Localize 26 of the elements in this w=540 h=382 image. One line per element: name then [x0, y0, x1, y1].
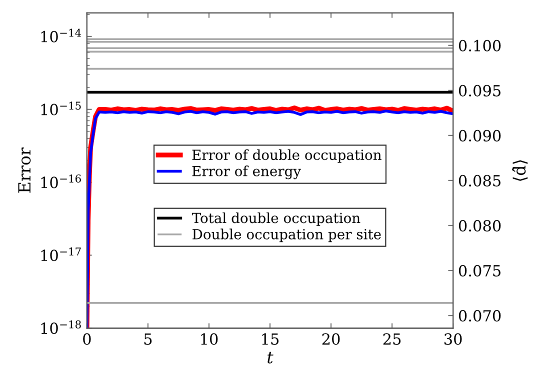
y2-tick-label: 0.085: [458, 174, 500, 186]
x-tick-label: 25: [383, 333, 401, 345]
x-tick-label: 0: [83, 333, 91, 345]
y-tick-label: 10$^{−14}$: [41, 28, 82, 42]
y2-tick-label: 0.075: [458, 264, 500, 277]
x-tick-label: 15: [262, 333, 279, 345]
legend-label: Double occupation per site: [192, 228, 381, 242]
legend-label: Error of energy: [192, 166, 301, 180]
legend-label: Error of double occupation: [192, 149, 382, 163]
legend-label: Total double occupation: [192, 212, 360, 226]
x-tick-label: 20: [322, 333, 340, 345]
y2-tick-label: 0.070: [458, 310, 501, 322]
y2-tick-label: 0.095: [458, 84, 500, 96]
y-tick-label: 10$^{−16}$: [41, 174, 81, 188]
y-tick-label: 10$^{−18}$: [41, 320, 81, 334]
y2-axis-title: ⟨d̂⟩: [512, 160, 528, 181]
y2-tick-label: 0.090: [458, 130, 501, 142]
x-tick-label: 5: [144, 333, 152, 345]
y-tick-label: 10$^{−17}$: [41, 247, 81, 262]
x-tick-label: 10: [201, 333, 218, 345]
x-axis-title: t: [268, 352, 274, 364]
x-tick-label: 30: [444, 333, 462, 345]
y2-tick-label: 0.100: [458, 40, 501, 52]
y-tick-label: 10$^{−15}$: [41, 102, 81, 116]
y2-tick-label: 0.080: [458, 220, 501, 232]
y-axis-title: Error: [18, 148, 31, 193]
